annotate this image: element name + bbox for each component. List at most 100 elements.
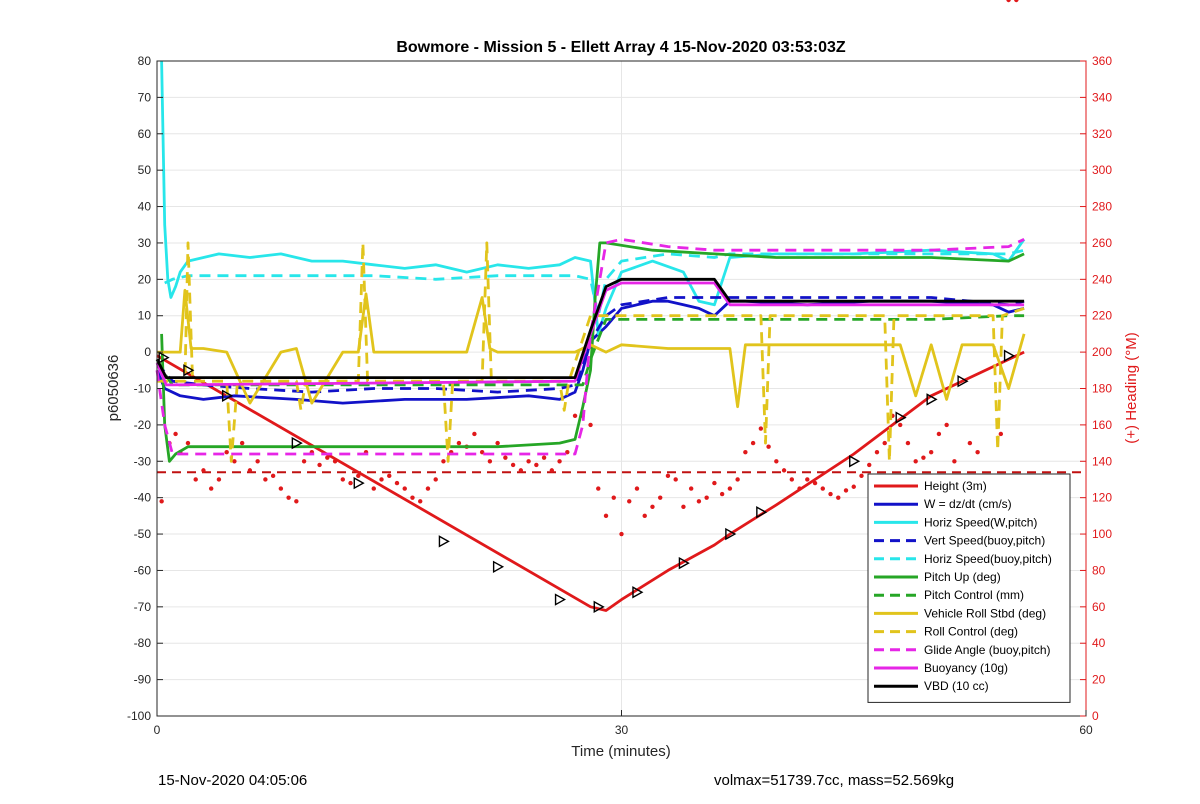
y2-tick-label: 60	[1092, 600, 1106, 614]
heading-point	[173, 431, 178, 437]
dive-marker	[849, 455, 861, 468]
x-axis-label: Time (minutes)	[571, 743, 670, 760]
legend-label: Buoyancy (10g)	[924, 661, 1008, 675]
heading-point	[650, 504, 655, 509]
heading-point	[634, 486, 640, 491]
heading-point	[611, 495, 616, 500]
y2-tick-label: 100	[1092, 527, 1112, 541]
heading-point	[340, 477, 345, 482]
heading-point	[859, 473, 864, 479]
heading-point	[882, 440, 887, 446]
heading-point	[820, 486, 825, 491]
heading-point	[159, 499, 164, 504]
footer-mass-info: volmax=51739.7cc, mass=52.569kg	[714, 772, 955, 789]
y2-tick-label: 360	[1092, 54, 1112, 68]
heading-point	[425, 486, 431, 491]
heading-point	[727, 486, 733, 491]
heading-point	[898, 422, 903, 428]
heading-point	[627, 499, 632, 504]
heading-point	[843, 488, 849, 493]
chart-title: Bowmore - Mission 5 - Ellett Array 4 15-…	[396, 39, 846, 56]
y2-tick-label: 240	[1092, 272, 1112, 286]
heading-point	[874, 449, 880, 455]
y-tick-label: -40	[134, 491, 152, 505]
dive-marker	[492, 560, 505, 573]
series-vbd-10-cc	[155, 277, 1025, 380]
dive-marker	[438, 535, 450, 548]
heading-point	[851, 484, 856, 489]
heading-point	[278, 486, 284, 491]
heading-point	[975, 449, 980, 455]
y2-tick-label: 120	[1092, 491, 1112, 505]
y-tick-label: 50	[138, 163, 152, 177]
x-tick-label: 60	[1079, 723, 1093, 737]
heading-point	[665, 473, 671, 479]
heading-point	[743, 449, 748, 455]
heading-point	[712, 480, 717, 486]
heading-point	[642, 513, 647, 519]
y-tick-label: 20	[138, 272, 152, 286]
heading-point	[301, 459, 307, 464]
heading-point	[719, 491, 725, 497]
footer-timestamp: 15-Nov-2020 04:05:06	[158, 772, 308, 789]
heading-point	[789, 477, 795, 482]
marker-layer	[158, 349, 1016, 614]
heading-point	[526, 459, 531, 464]
heading-point	[603, 513, 609, 519]
dive-marker	[957, 375, 969, 388]
legend-label: VBD (10 cc)	[924, 679, 989, 693]
heading-point	[1014, 0, 1019, 3]
heading-point	[510, 462, 516, 468]
y2-tick-label: 340	[1092, 90, 1112, 104]
heading-point	[472, 431, 477, 437]
heading-point	[286, 495, 291, 500]
heading-point	[588, 422, 593, 428]
heading-point	[658, 495, 663, 500]
y-tick-label: -80	[134, 636, 152, 650]
y-tick-label: -20	[134, 418, 152, 432]
y-tick-label: -90	[134, 673, 152, 687]
dive-marker	[756, 506, 768, 519]
legend: Height (3m) W = dz/dt (cm/s) Horiz Speed(W…	[867, 473, 1071, 703]
dive-marker	[632, 586, 644, 599]
y2-tick-label: 260	[1092, 236, 1112, 250]
heading-point	[356, 473, 361, 479]
x-tick-label: 30	[615, 723, 629, 737]
y2-tick-label: 40	[1092, 636, 1106, 650]
heading-point	[193, 477, 198, 482]
heading-point	[495, 440, 500, 446]
legend-label: Vehicle Roll Stbd (deg)	[924, 606, 1046, 620]
heading-point	[805, 477, 810, 482]
heading-point	[518, 468, 524, 473]
y2-tick-label: 300	[1092, 163, 1112, 177]
y2-tick-label: 160	[1092, 418, 1112, 432]
y2-tick-label: 180	[1092, 382, 1112, 396]
y2-tick-label: 80	[1092, 563, 1106, 577]
heading-point	[913, 459, 918, 464]
heading-point	[557, 459, 562, 464]
heading-point	[812, 480, 818, 486]
y-tick-label: -70	[134, 600, 152, 614]
y-tick-label: -60	[134, 563, 152, 577]
heading-point	[867, 462, 872, 468]
heading-point	[766, 444, 771, 449]
heading-point	[944, 422, 949, 428]
dive-marker	[554, 593, 567, 606]
dive-marker	[291, 436, 303, 450]
heading-point	[232, 459, 237, 464]
heading-point	[208, 486, 214, 491]
heading-point	[967, 440, 973, 446]
y-tick-label: -50	[134, 527, 152, 541]
heading-point	[410, 495, 415, 500]
heading-point	[781, 468, 787, 473]
axes: -100-90-80-70-60-50-40-30-20-10010203040…	[127, 54, 1112, 737]
heading-point	[394, 480, 400, 486]
heading-point	[294, 499, 299, 504]
heading-point	[774, 459, 779, 464]
y2-tick-label: 140	[1092, 454, 1112, 468]
series-layer	[155, 0, 1086, 612]
y-tick-label: -100	[127, 709, 151, 723]
y2-tick-label: 200	[1092, 345, 1112, 359]
heading-point	[270, 473, 276, 479]
